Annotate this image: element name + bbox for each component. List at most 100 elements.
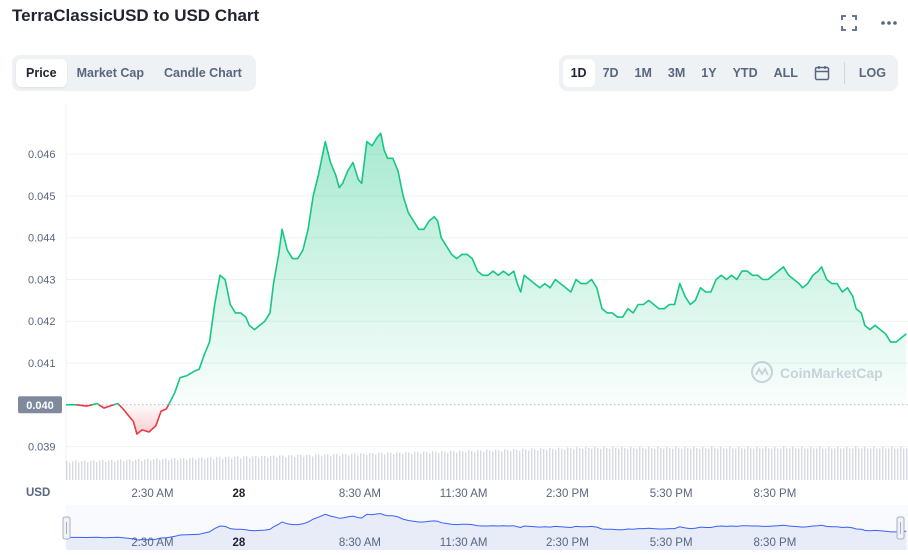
- volume-bar: [474, 452, 476, 480]
- volume-bar: [357, 455, 359, 480]
- volume-bar: [453, 451, 455, 480]
- volume-bar: [705, 448, 707, 480]
- volume-bar: [831, 448, 833, 480]
- more-icon[interactable]: [880, 14, 898, 32]
- area-fill-up: [168, 133, 907, 405]
- volume-bars: [66, 446, 908, 480]
- volume-bar: [369, 452, 371, 480]
- volume-bar: [393, 454, 395, 480]
- volume-bar: [807, 448, 809, 480]
- volume-bar: [768, 448, 770, 480]
- volume-bar: [306, 454, 308, 480]
- volume-bar: [345, 453, 347, 480]
- volume-bar: [534, 449, 536, 480]
- log-scale-toggle[interactable]: LOG: [858, 66, 886, 80]
- volume-bar: [87, 462, 89, 480]
- volume-bar: [819, 446, 821, 480]
- volume-bar: [504, 449, 506, 480]
- volume-bar: [465, 452, 467, 480]
- volume-bar: [237, 456, 239, 480]
- volume-bar: [360, 453, 362, 480]
- volume-bar: [99, 460, 101, 480]
- volume-bar: [459, 450, 461, 480]
- volume-bar: [447, 452, 449, 480]
- volume-bar: [675, 446, 677, 480]
- volume-bar: [564, 449, 566, 480]
- volume-bar: [117, 460, 119, 480]
- range-1d[interactable]: 1D: [562, 59, 595, 87]
- volume-bar: [717, 448, 719, 480]
- volume-bar: [906, 448, 908, 480]
- volume-bar: [627, 448, 629, 480]
- volume-bar: [135, 459, 137, 480]
- volume-bar: [861, 448, 863, 480]
- volume-bar: [651, 448, 653, 480]
- range-3m[interactable]: 3M: [667, 66, 686, 80]
- volume-bar: [132, 461, 134, 480]
- volume-bar: [801, 446, 803, 480]
- volume-bar: [687, 448, 689, 480]
- volume-bar: [759, 448, 761, 480]
- navigator-tick-label: 5:30 PM: [650, 537, 693, 549]
- volume-bar: [576, 447, 578, 480]
- volume-bar: [300, 455, 302, 480]
- volume-bar: [666, 446, 668, 480]
- volume-bar: [423, 451, 425, 480]
- volume-bar: [486, 449, 488, 480]
- volume-bar: [765, 446, 767, 480]
- volume-bar: [702, 446, 704, 480]
- range-navigator[interactable]: 2:30 AM 28 8:30 AM 11:30 AM 2:30 PM 5:30 PM 8:…: [62, 505, 908, 550]
- range-7d[interactable]: 7D: [602, 66, 619, 80]
- volume-bar: [744, 448, 746, 480]
- volume-bar: [204, 459, 206, 480]
- range-1m[interactable]: 1M: [634, 66, 652, 80]
- range-1y[interactable]: 1Y: [701, 66, 717, 80]
- volume-bar: [441, 450, 443, 480]
- volume-bar: [603, 446, 605, 480]
- volume-bar: [66, 460, 68, 480]
- navigator-tick-label: 8:30 AM: [339, 537, 381, 549]
- volume-bar: [96, 462, 98, 480]
- range-ytd[interactable]: YTD: [732, 66, 758, 80]
- volume-bar: [450, 450, 452, 480]
- volume-bar: [252, 456, 254, 480]
- volume-bar: [582, 449, 584, 480]
- volume-bar: [561, 448, 563, 480]
- volume-bar: [507, 449, 509, 480]
- volume-bar: [867, 448, 869, 480]
- volume-bar: [573, 449, 575, 480]
- volume-bar: [876, 448, 878, 480]
- tab-candle-chart[interactable]: Candle Chart: [163, 66, 242, 80]
- volume-bar: [546, 450, 548, 480]
- fullscreen-icon[interactable]: [840, 14, 858, 32]
- volume-bar: [225, 457, 227, 480]
- volume-bar: [624, 447, 626, 480]
- volume-bar: [531, 448, 533, 480]
- range-divider: [843, 62, 845, 84]
- volume-bar: [663, 448, 665, 480]
- navigator-tick-label: 11:30 AM: [440, 537, 488, 549]
- volume-bar: [405, 451, 407, 480]
- tab-price[interactable]: Price: [16, 59, 67, 87]
- volume-bar: [855, 446, 857, 480]
- calendar-icon[interactable]: [806, 61, 838, 85]
- volume-bar: [837, 446, 839, 480]
- volume-bar: [792, 446, 794, 480]
- volume-bar: [795, 448, 797, 480]
- volume-bar: [102, 459, 104, 480]
- volume-bar: [228, 456, 230, 480]
- volume-bar: [258, 457, 260, 480]
- tab-market-cap[interactable]: Market Cap: [76, 66, 144, 80]
- price-line: [66, 132, 907, 435]
- volume-bar: [618, 448, 620, 480]
- volume-bar: [414, 451, 416, 480]
- volume-bar: [243, 456, 245, 480]
- volume-bar: [156, 458, 158, 480]
- volume-bar: [477, 449, 479, 480]
- volume-bar: [171, 458, 173, 480]
- volume-bar: [489, 450, 491, 480]
- header-actions: [840, 14, 898, 32]
- volume-bar: [579, 448, 581, 480]
- range-all[interactable]: ALL: [773, 66, 798, 80]
- volume-bar: [72, 461, 74, 480]
